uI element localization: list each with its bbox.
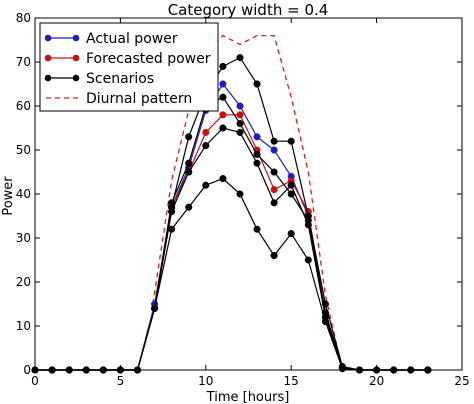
y-tick-label: 30 xyxy=(16,231,31,245)
scenario-2-point xyxy=(185,159,193,167)
scenario-3-point xyxy=(236,128,244,136)
legend-scenarios-marker xyxy=(72,74,80,82)
forecasted-power-point xyxy=(270,186,278,194)
scenario-1-point xyxy=(287,137,295,145)
forecasted-power-point xyxy=(202,128,210,136)
forecasted-power-line xyxy=(35,114,428,371)
y-tick-label: 80 xyxy=(16,11,31,25)
legend-scenarios-marker xyxy=(44,74,52,82)
y-axis-label: Power xyxy=(1,176,16,216)
scenario-2-point xyxy=(236,120,244,128)
scenario-3-point xyxy=(168,208,176,216)
scenario-2-point xyxy=(253,150,261,158)
scenario-4-point xyxy=(185,203,193,211)
legend-forecasted-power-marker xyxy=(44,54,52,62)
scenario-4-line xyxy=(35,177,428,371)
legend-scenarios-label: Scenarios xyxy=(86,71,154,87)
y-tick-label: 0 xyxy=(23,363,31,377)
y-tick-label: 10 xyxy=(16,319,31,333)
legend-actual-power-label: Actual power xyxy=(86,31,178,47)
scenario-4-point xyxy=(304,256,312,264)
x-tick-label: 25 xyxy=(454,374,469,388)
y-tick-label: 40 xyxy=(16,187,31,201)
scenario-1-point xyxy=(219,62,227,70)
scenario-4-point xyxy=(321,318,329,326)
x-axis-label: Time [hours] xyxy=(206,390,290,404)
scenario-4-point xyxy=(168,225,176,233)
diurnal-pattern-line xyxy=(152,34,344,371)
legend-actual-power-marker xyxy=(44,34,52,42)
y-tick-label: 50 xyxy=(16,143,31,157)
actual-power-point xyxy=(236,102,244,110)
legend-forecasted-power-label: Forecasted power xyxy=(86,51,211,67)
scenario-2-line xyxy=(35,96,428,371)
actual-power-point xyxy=(270,146,278,154)
scenario-3-point xyxy=(253,159,261,167)
x-tick-label: 10 xyxy=(198,374,213,388)
scenario-3-point xyxy=(287,181,295,189)
actual-power-point xyxy=(253,133,261,141)
y-tick-label: 60 xyxy=(16,99,31,113)
legend-actual-power-marker xyxy=(72,34,80,42)
tick-layer: 0 5 10 15 20 25 0 10 20 30 40 50 60 70 80 xyxy=(16,11,470,388)
scenario-4-point xyxy=(202,181,210,189)
scenario-4-point xyxy=(338,365,346,373)
scenario-3-point xyxy=(185,168,193,176)
x-tick-label: 5 xyxy=(117,374,125,388)
y-tick-label: 20 xyxy=(16,275,31,289)
y-tick-label: 70 xyxy=(16,55,31,69)
actual-power-point xyxy=(219,80,227,88)
scenario-3-point xyxy=(202,142,210,150)
chart-title: Category width = 0.4 xyxy=(168,1,329,19)
scenario-3-point xyxy=(270,199,278,207)
scenario-4-point xyxy=(236,190,244,198)
scenario-4-point xyxy=(151,304,159,312)
actual-power-line xyxy=(35,82,428,371)
scenario-3-point xyxy=(219,124,227,132)
scenario-1-point xyxy=(236,54,244,62)
scenario-4-point xyxy=(270,252,278,260)
scenario-1-point xyxy=(253,80,261,88)
scenario-3-point xyxy=(304,221,312,229)
scenario-1-point xyxy=(270,137,278,145)
scenario-4-point xyxy=(253,225,261,233)
scenario-2-point xyxy=(219,93,227,101)
legend-forecasted-power-marker xyxy=(72,54,80,62)
x-tick-label: 15 xyxy=(284,374,299,388)
scenario-3-line xyxy=(35,127,428,371)
scenario-4-point xyxy=(287,230,295,238)
scenario-4-point xyxy=(219,175,227,183)
scenario-2-point xyxy=(270,168,278,176)
scenario-1-point xyxy=(185,133,193,141)
x-tick-label: 0 xyxy=(31,374,39,388)
forecasted-power-point xyxy=(236,111,244,119)
forecasted-power-point xyxy=(219,111,227,119)
legend-diurnal-pattern-label: Diurnal pattern xyxy=(86,91,192,107)
legend: Actual power Forecasted power Scenarios Diu… xyxy=(39,22,219,112)
x-tick-label: 20 xyxy=(369,374,384,388)
